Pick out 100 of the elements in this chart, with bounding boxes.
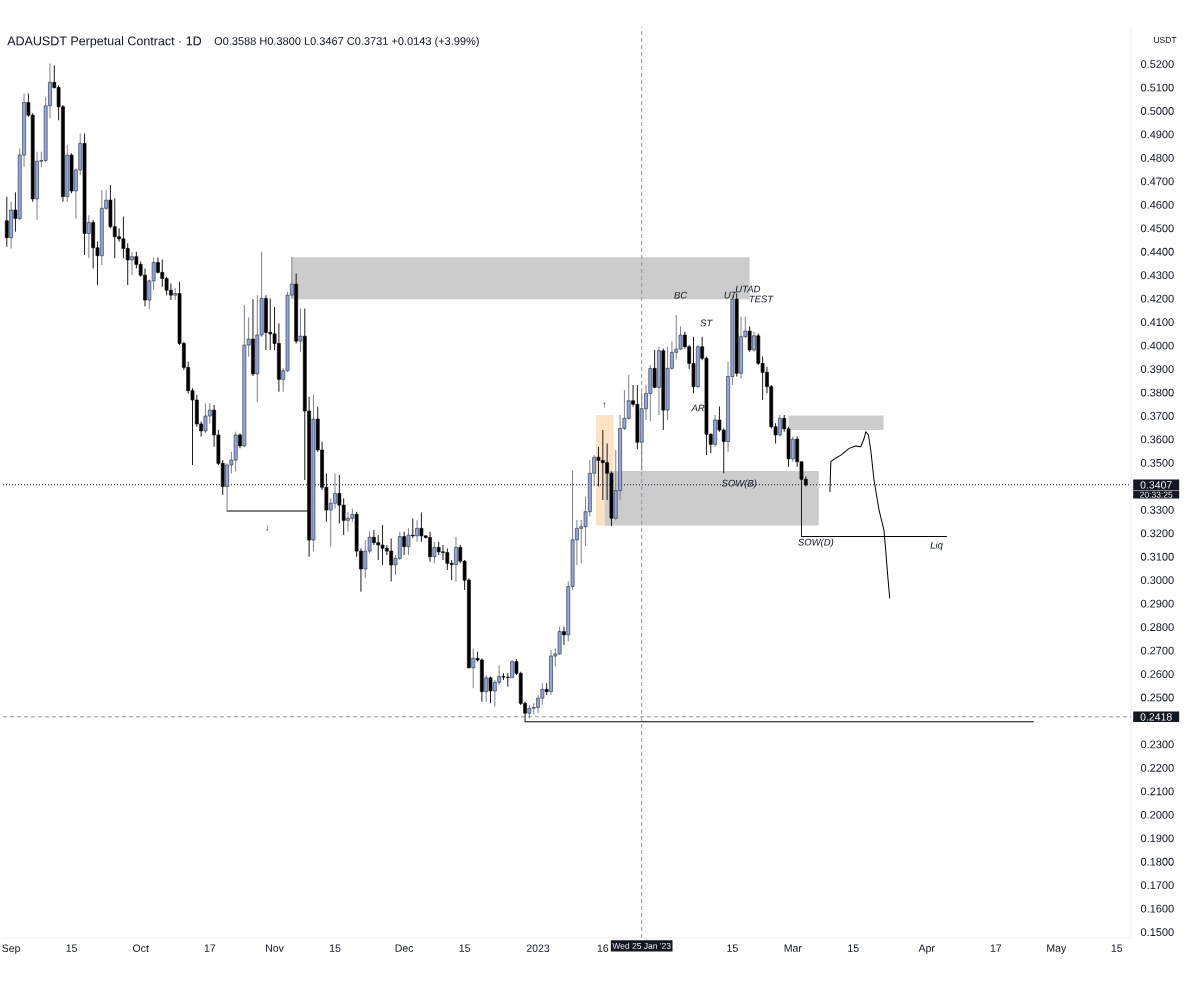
candlestick xyxy=(492,679,497,708)
x-tick-label: 16 xyxy=(597,944,609,952)
candlestick xyxy=(4,196,9,248)
candlestick xyxy=(130,251,134,276)
x-tick-label: 17 xyxy=(204,944,216,952)
candlestick xyxy=(268,297,273,351)
x-tick-label: 15 xyxy=(459,944,470,952)
y-tick-label: 0.2900 xyxy=(1140,599,1174,608)
y-tick-label: 0.4000 xyxy=(1140,341,1174,350)
candlestick xyxy=(790,436,795,463)
candlestick xyxy=(203,402,208,434)
y-tick-label: 0.3300 xyxy=(1140,505,1174,514)
x-tick-label: 17 xyxy=(990,944,1002,952)
y-axis-title: USDT xyxy=(1154,36,1177,43)
candlestick xyxy=(415,519,419,543)
candlestick xyxy=(419,511,424,543)
annotation: Liq xyxy=(930,541,943,551)
y-tick-label: 0.3000 xyxy=(1140,576,1174,585)
y-tick-label: 0.3500 xyxy=(1140,459,1174,467)
y-tick-label: 0.4900 xyxy=(1140,130,1174,139)
annotation: BC xyxy=(674,291,688,299)
y-tick-label: 0.3100 xyxy=(1140,552,1174,561)
candlestick xyxy=(454,536,458,583)
y-tick-label: 0.2300 xyxy=(1140,740,1174,749)
candlestick xyxy=(389,537,394,583)
x-tick-label: 15 xyxy=(66,944,77,952)
candlestick xyxy=(691,336,696,394)
annotation: ST xyxy=(700,319,713,327)
annotation: SOW(B) xyxy=(721,479,757,489)
candlestick xyxy=(376,534,381,561)
y-tick-label: 0.3700 xyxy=(1140,412,1174,420)
y-tick-label: 0.2700 xyxy=(1140,646,1174,655)
candlestick xyxy=(112,197,117,259)
candlestick xyxy=(346,511,350,533)
y-tick-label: 0.4300 xyxy=(1140,271,1174,280)
text: O0.3588 H0.3800 L0.3467 C0.3731 +0.0143 (+3.99%) xyxy=(214,36,479,48)
text: ADAUSDT Perpetual Contract · 1D xyxy=(7,36,202,48)
annotation: ↓ xyxy=(266,525,269,531)
candlestick xyxy=(471,647,476,689)
candlestick xyxy=(160,258,165,288)
x-tick-label: Sep xyxy=(2,944,20,955)
x-tick-label: Mar xyxy=(784,944,802,952)
candlestick xyxy=(13,191,18,233)
candlestick xyxy=(752,331,756,353)
candlestick xyxy=(333,472,337,509)
y-tick-label: 0.3800 xyxy=(1140,388,1174,397)
candlestick xyxy=(298,308,303,353)
x-tick-label: May xyxy=(1047,944,1067,954)
candlestick xyxy=(562,626,566,646)
y-tick-label: 0.3600 xyxy=(1140,435,1174,444)
y-tick-label: 0.5200 xyxy=(1140,60,1174,68)
y-tick-label: 0.4100 xyxy=(1140,318,1174,327)
ref-line-label: 0.3407 xyxy=(1140,481,1172,489)
candlestick xyxy=(380,524,385,566)
y-tick-label: 0.3200 xyxy=(1140,529,1174,538)
y-tick-label: 0.4500 xyxy=(1140,224,1174,233)
y-tick-label: 0.2000 xyxy=(1140,810,1174,819)
y-tick-label: 0.1900 xyxy=(1140,834,1174,843)
y-tick-label: 0.1600 xyxy=(1140,904,1174,913)
y-tick-label: 0.2800 xyxy=(1140,623,1174,632)
annotation: AR xyxy=(691,404,705,412)
candlestick xyxy=(652,349,657,389)
candlestick xyxy=(406,527,411,556)
annotation: UTAD xyxy=(735,285,761,293)
y-tick-label: 0.4600 xyxy=(1140,200,1174,209)
y-tick-label: 0.2200 xyxy=(1140,764,1174,772)
x-tick-label: Oct xyxy=(133,944,149,952)
annotation: UT xyxy=(724,291,738,299)
candlestick xyxy=(432,541,437,564)
x-tick-label: 15 xyxy=(848,944,859,952)
candlestick xyxy=(363,539,368,579)
x-tick-label: 15 xyxy=(1111,944,1123,952)
y-tick-label: 0.2100 xyxy=(1140,787,1174,796)
candlestick xyxy=(778,414,782,438)
candlestick xyxy=(484,674,489,703)
y-tick-label: 0.4400 xyxy=(1140,247,1174,256)
candlestick xyxy=(505,672,510,688)
y-tick-label: 0.5100 xyxy=(1140,83,1174,92)
candlestick xyxy=(372,529,376,546)
y-tick-label: 0.5000 xyxy=(1140,107,1174,115)
candlestick xyxy=(747,326,752,353)
y-tick-label: 0.1800 xyxy=(1140,857,1174,866)
candlestick xyxy=(86,214,91,259)
y-tick-label: 0.2500 xyxy=(1140,693,1174,702)
candlestick xyxy=(488,676,493,704)
x-tick-label: Dec xyxy=(395,944,414,952)
y-tick-label: 0.4200 xyxy=(1140,294,1174,303)
y-tick-label: 0.1700 xyxy=(1140,881,1174,890)
x-tick-label: Nov xyxy=(266,944,284,952)
ref-line-label: Wed 25 Jan '23 xyxy=(612,942,671,949)
x-tick-label: 15 xyxy=(329,944,341,952)
text: 20:33:25 xyxy=(1140,491,1173,498)
annotation: SOW(D) xyxy=(798,538,834,548)
candlestick xyxy=(410,518,415,539)
y-tick-label: 0.2600 xyxy=(1140,670,1174,678)
annotation: TEST xyxy=(749,295,774,303)
candlestick xyxy=(125,242,130,286)
candlestick xyxy=(428,531,432,563)
x-tick-label: Apr xyxy=(918,944,935,954)
x-tick-label: 15 xyxy=(727,944,738,952)
